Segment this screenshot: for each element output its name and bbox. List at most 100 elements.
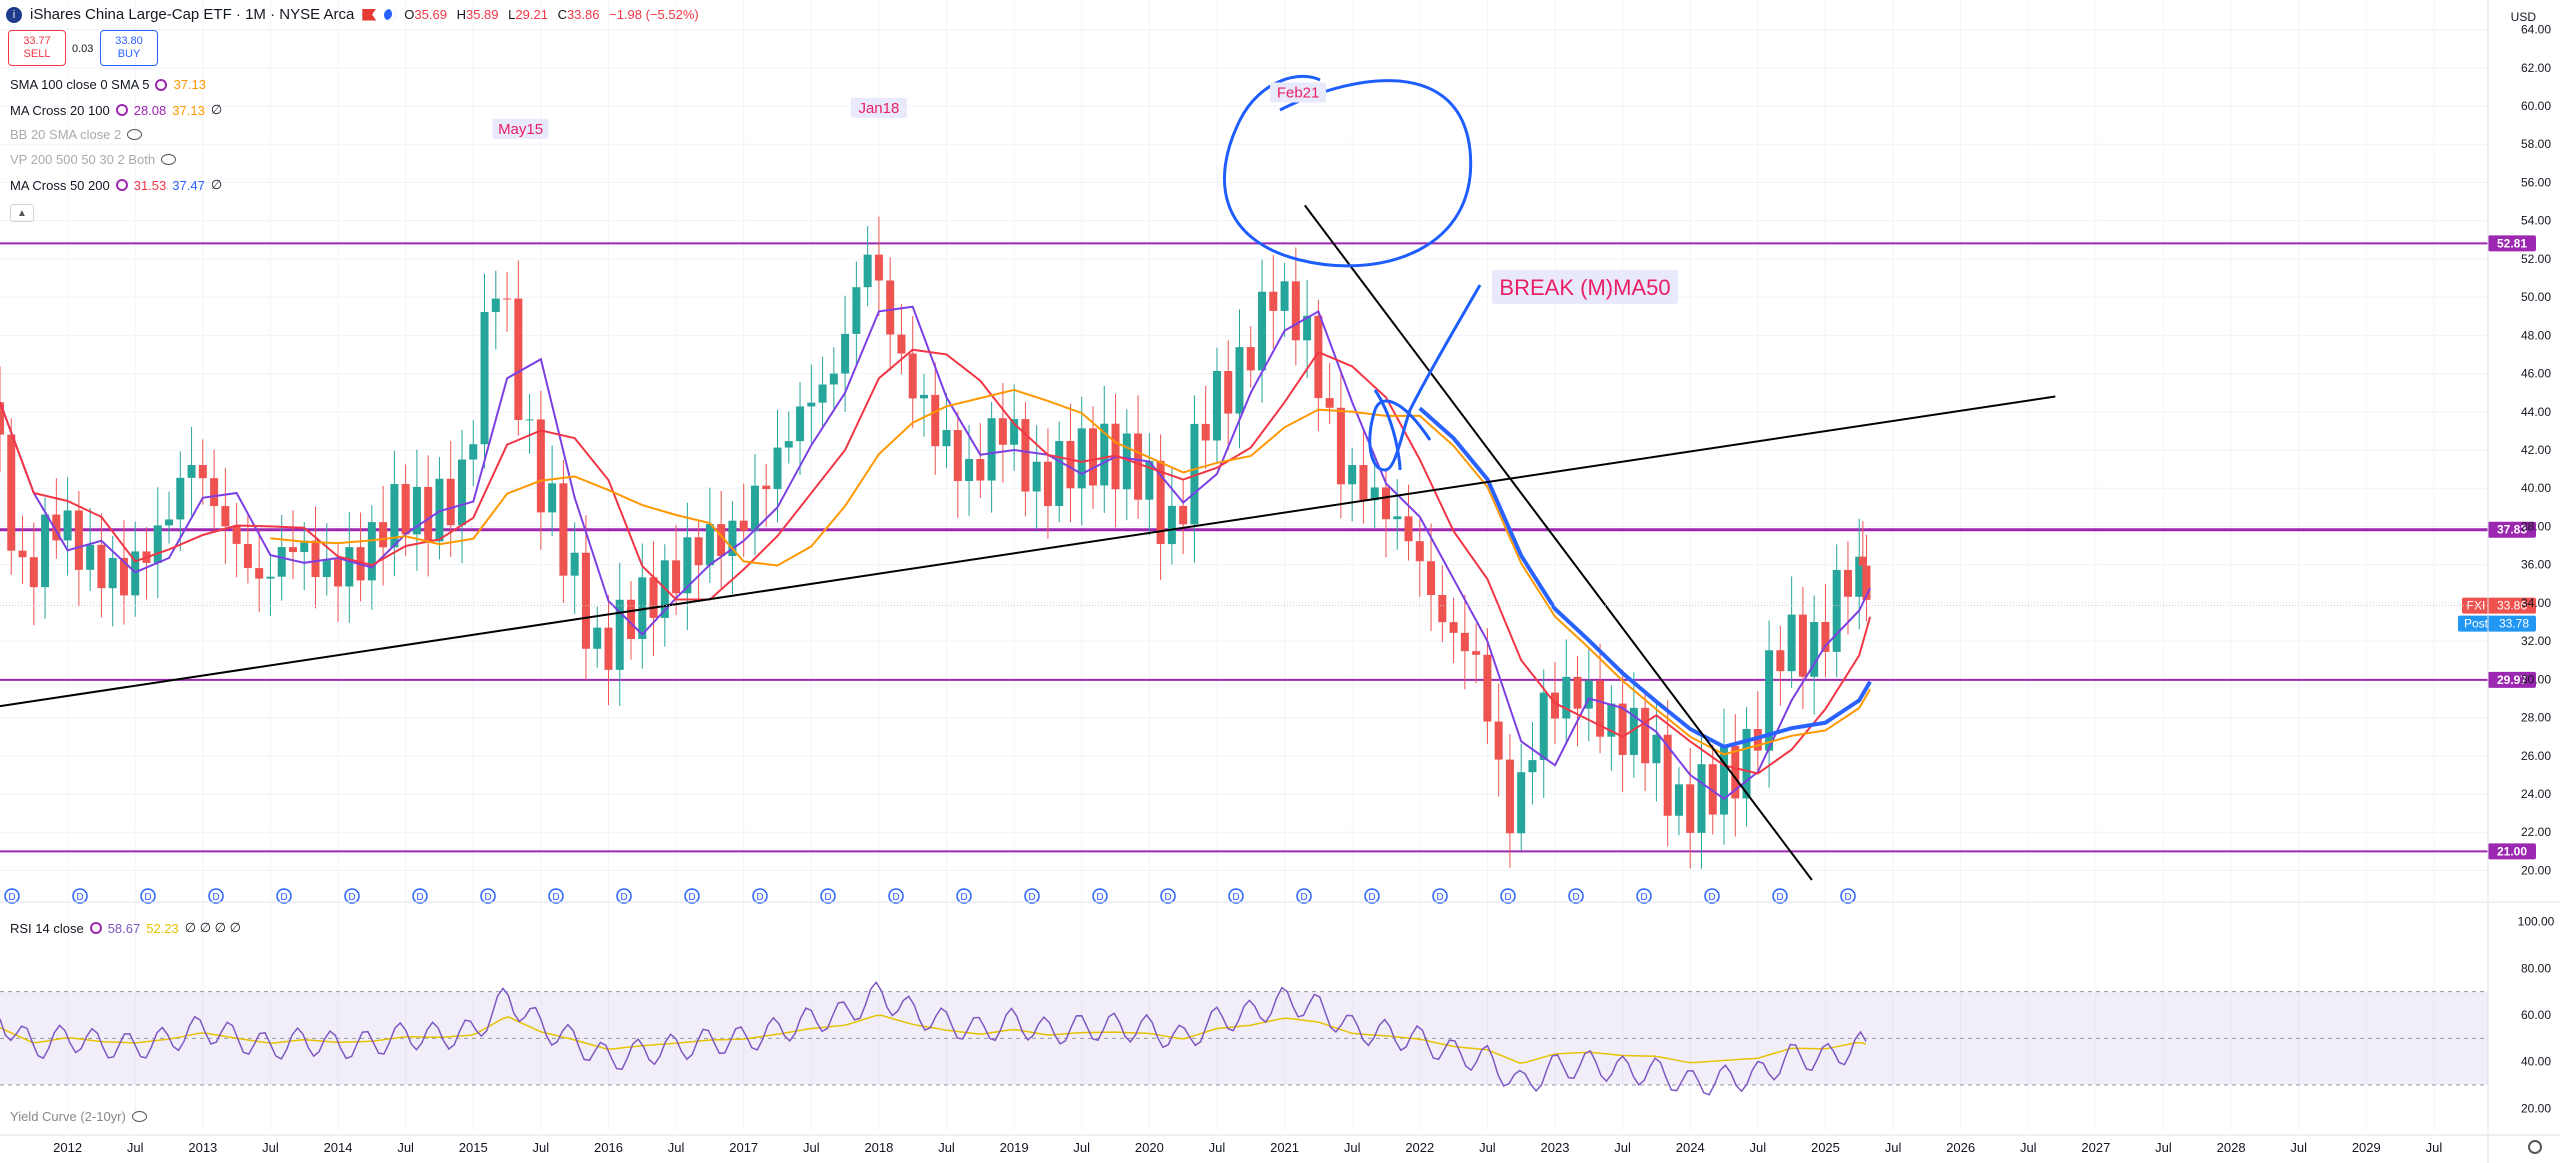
post-price-tag: [2458, 615, 2536, 632]
candle-body: [97, 544, 106, 589]
y-tick-label: 40.00: [2521, 481, 2551, 495]
annotation-bg: [850, 97, 907, 118]
candlesticks: [0, 216, 1871, 869]
rsi-legend[interactable]: RSI 14 close 58.67 52.23 ∅ ∅ ∅ ∅: [10, 920, 241, 936]
candle-body: [1393, 516, 1402, 520]
dividend-letter: D: [1776, 892, 1783, 903]
candle-body: [1427, 561, 1436, 595]
buy-button[interactable]: 33.80 BUY: [100, 30, 158, 66]
candle-body: [1810, 622, 1819, 677]
indicator-ma-cross-50-200[interactable]: MA Cross 50 200 31.53 37.47 ∅: [10, 177, 223, 193]
break-label-bg: [1492, 270, 1678, 304]
candle-body: [503, 298, 512, 300]
rsi-line: [0, 980, 1867, 1096]
indicator-ma-cross-20-100[interactable]: MA Cross 20 100 28.08 37.13 ∅: [10, 102, 223, 118]
price-tag-bg: [2488, 521, 2536, 538]
candle-body: [1190, 423, 1199, 525]
collapse-legend-button[interactable]: ▲: [10, 204, 34, 222]
candle-body: [1415, 541, 1424, 562]
sell-button[interactable]: 33.77 SELL: [8, 30, 66, 66]
y-tick-label: 26.00: [2521, 749, 2551, 763]
currency-label[interactable]: USD: [2510, 10, 2536, 24]
candle-body: [1663, 734, 1672, 816]
indicator-sma100[interactable]: SMA 100 close 0 SMA 5 37.13: [10, 77, 207, 92]
indicator-vp[interactable]: VP 200 500 50 30 2 Both: [10, 152, 177, 167]
change-value: −1.98 (−5.52%): [609, 7, 699, 22]
candle-body: [784, 441, 793, 448]
candle-body: [1449, 622, 1458, 633]
candle-body: [1336, 407, 1345, 485]
rsi-tick-label: 20.00: [2521, 1101, 2551, 1115]
dividend-marker: [1092, 888, 1108, 904]
x-tick-label: 2013: [188, 1140, 217, 1155]
y-tick-label: 38.00: [2521, 519, 2551, 533]
candle-body: [874, 254, 883, 281]
dividend-marker: [1840, 888, 1856, 904]
candle-body: [1573, 676, 1582, 709]
candle-body: [1562, 676, 1571, 719]
candle-body: [412, 486, 421, 535]
dividend-letter: D: [76, 892, 83, 903]
candle-body: [750, 485, 759, 531]
symbol-title[interactable]: iShares China Large-Cap ETF · 1M · NYSE …: [30, 6, 355, 23]
candle-body: [1505, 759, 1514, 834]
y-tick-label: 64.00: [2521, 23, 2551, 37]
symbol-logo: i: [6, 6, 22, 23]
settings-icon[interactable]: [89, 922, 102, 934]
x-tick-label: 2016: [594, 1140, 623, 1155]
candle-body: [1145, 460, 1154, 500]
candle-body: [638, 577, 647, 639]
candle-body: [367, 522, 376, 581]
candle-body: [1843, 569, 1852, 597]
settings-icon[interactable]: [115, 179, 128, 191]
hidden-eye-icon[interactable]: [127, 129, 143, 140]
freehand-circle: [1222, 74, 1473, 268]
candle-body: [1010, 419, 1019, 445]
candle-body: [615, 599, 624, 670]
x-tick-label: Jul: [1750, 1140, 1767, 1155]
candle-body: [1156, 460, 1165, 545]
chart-settings-icon[interactable]: [2528, 1140, 2542, 1154]
sell-price: 33.77: [23, 35, 51, 47]
candle-body: [1179, 505, 1188, 525]
dividend-marker: [1636, 888, 1652, 904]
settings-icon[interactable]: [115, 104, 128, 116]
yield-curve-legend[interactable]: Yield Curve (2-10yr): [10, 1109, 147, 1124]
dividend-marker: [752, 888, 768, 904]
candle-body: [1043, 461, 1052, 507]
y-tick-label: 42.00: [2521, 443, 2551, 457]
candle-body: [976, 458, 985, 481]
candle-body: [1291, 281, 1300, 341]
candle-body: [728, 520, 737, 557]
y-tick-label: 28.00: [2521, 711, 2551, 725]
dividend-marker: [1228, 888, 1244, 904]
dividend-marker: [1772, 888, 1788, 904]
candle-body: [1460, 632, 1469, 652]
symbol-header: i iShares China Large-Cap ETF · 1M · NYS…: [6, 6, 705, 23]
market-status-icon[interactable]: [384, 8, 397, 21]
y-tick-label: 56.00: [2521, 175, 2551, 189]
dividend-marker: [480, 888, 496, 904]
annotation-bg: [492, 118, 549, 139]
candle-body: [1483, 654, 1492, 722]
flag-icon[interactable]: [362, 8, 377, 21]
price-tag-bg: [2488, 843, 2536, 860]
rsi-tick-label: 80.00: [2521, 961, 2551, 975]
candle-body: [221, 506, 230, 527]
price-tag-label: 21.00: [2497, 844, 2527, 858]
candle-body: [852, 287, 861, 334]
candle-body: [176, 477, 185, 520]
x-tick-label: 2018: [864, 1140, 893, 1155]
candle-body: [345, 547, 354, 587]
hidden-eye-icon[interactable]: [131, 1111, 147, 1122]
candle-body: [1325, 398, 1334, 408]
break-label: BREAK (M)MA50: [1499, 275, 1670, 300]
settings-icon[interactable]: [155, 78, 168, 91]
candle-body: [424, 486, 433, 542]
candle-body: [863, 254, 872, 288]
indicator-bb[interactable]: BB 20 SMA close 2: [10, 127, 143, 142]
y-tick-label: 50.00: [2521, 290, 2551, 304]
hidden-eye-icon[interactable]: [161, 154, 177, 165]
price-tag-label: 37.83: [2497, 523, 2527, 537]
